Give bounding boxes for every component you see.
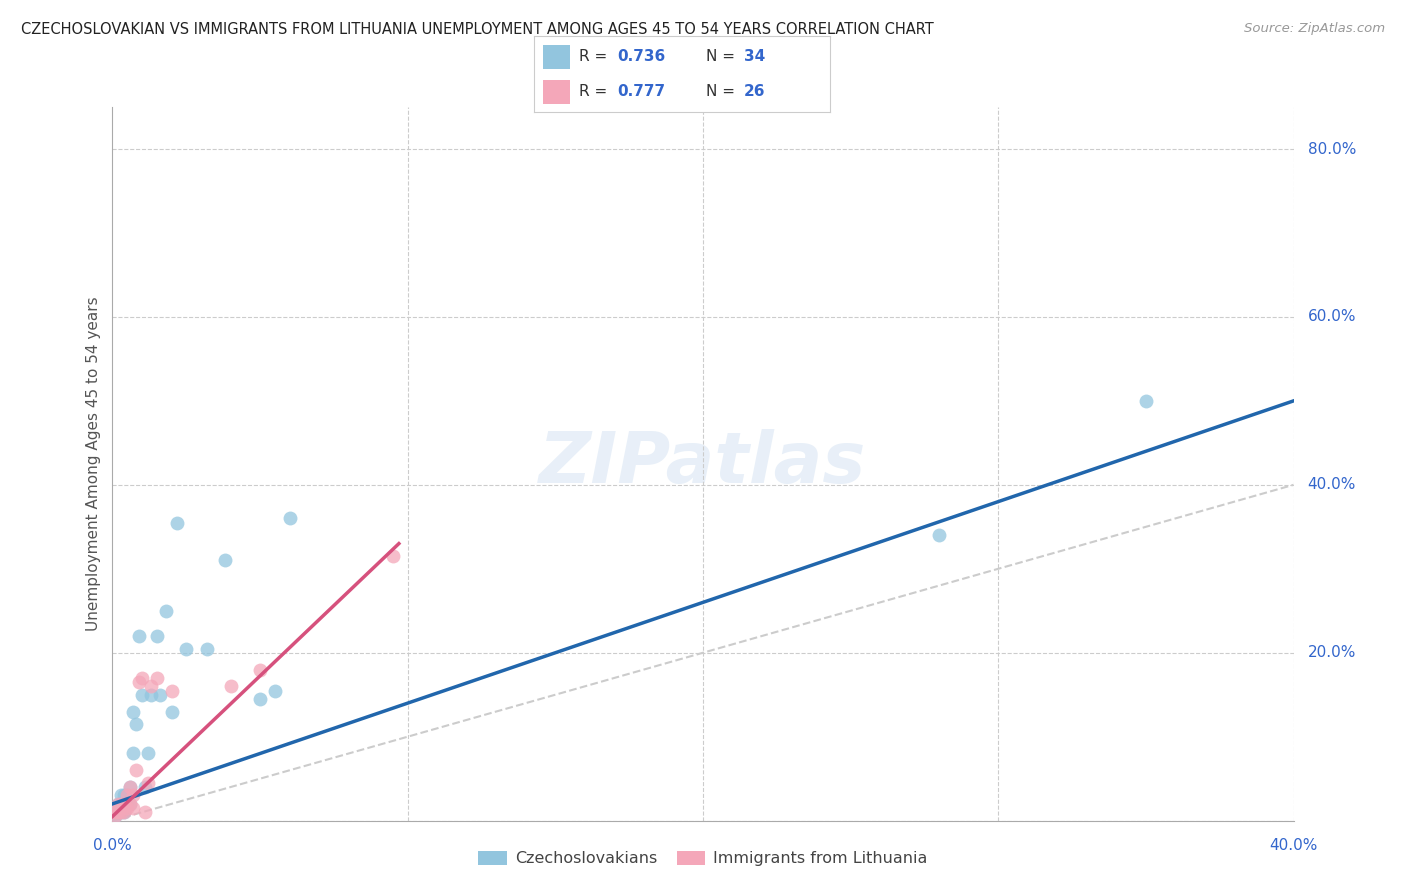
Point xyxy=(117,801,138,815)
Point xyxy=(1135,393,1157,408)
Text: N =: N = xyxy=(706,84,740,99)
Bar xyxy=(543,79,569,104)
Point xyxy=(149,688,172,702)
Point xyxy=(120,797,142,811)
Point xyxy=(125,717,148,731)
Point xyxy=(104,805,127,820)
Point xyxy=(122,705,145,719)
Point xyxy=(112,805,135,820)
Point xyxy=(146,671,169,685)
Point xyxy=(120,780,142,794)
Point xyxy=(139,688,162,702)
Point xyxy=(104,805,127,820)
Point xyxy=(107,805,129,820)
Point xyxy=(928,528,950,542)
Point xyxy=(110,805,132,820)
Point xyxy=(112,789,135,803)
Point xyxy=(382,549,405,564)
Point xyxy=(107,805,129,820)
Text: R =: R = xyxy=(579,84,612,99)
Point xyxy=(249,663,271,677)
Point xyxy=(120,780,142,794)
Point xyxy=(110,789,132,803)
Text: Source: ZipAtlas.com: Source: ZipAtlas.com xyxy=(1244,22,1385,36)
Text: 20.0%: 20.0% xyxy=(1308,645,1355,660)
Text: R =: R = xyxy=(579,49,612,64)
Point xyxy=(214,553,236,567)
Text: 34: 34 xyxy=(744,49,765,64)
Point xyxy=(122,747,145,761)
Point xyxy=(107,801,129,815)
Point xyxy=(107,797,129,811)
Point xyxy=(134,805,156,820)
Point xyxy=(249,692,271,706)
Text: 60.0%: 60.0% xyxy=(1308,310,1357,325)
Text: 0.736: 0.736 xyxy=(617,49,665,64)
Point xyxy=(134,780,156,794)
Point xyxy=(219,679,242,693)
Point xyxy=(146,629,169,643)
Point xyxy=(110,805,132,820)
Point xyxy=(104,809,127,823)
Point xyxy=(128,675,150,690)
Point xyxy=(120,797,142,811)
Point xyxy=(160,705,183,719)
Point xyxy=(136,776,159,790)
Point xyxy=(125,764,148,778)
Point xyxy=(278,511,301,525)
Point xyxy=(174,641,197,656)
Text: 80.0%: 80.0% xyxy=(1308,142,1355,156)
Point xyxy=(112,797,135,811)
Point xyxy=(155,604,177,618)
Point xyxy=(160,683,183,698)
Point xyxy=(136,747,159,761)
Text: 0.0%: 0.0% xyxy=(93,838,132,854)
Point xyxy=(128,629,150,643)
Text: N =: N = xyxy=(706,49,740,64)
Text: ZIPatlas: ZIPatlas xyxy=(540,429,866,499)
Point xyxy=(131,671,153,685)
Legend: Czechoslovakians, Immigrants from Lithuania: Czechoslovakians, Immigrants from Lithua… xyxy=(478,851,928,866)
Point xyxy=(139,679,162,693)
Point xyxy=(122,789,145,803)
Point xyxy=(117,789,138,803)
Point xyxy=(131,688,153,702)
Bar xyxy=(543,45,569,69)
Text: 0.777: 0.777 xyxy=(617,84,665,99)
Point xyxy=(166,516,188,530)
Point xyxy=(112,805,135,820)
Point xyxy=(117,789,138,803)
Text: 40.0%: 40.0% xyxy=(1308,477,1355,492)
Point xyxy=(104,809,127,823)
Text: 40.0%: 40.0% xyxy=(1270,838,1317,854)
Point xyxy=(110,797,132,811)
Point xyxy=(122,801,145,815)
Point xyxy=(110,797,132,811)
Y-axis label: Unemployment Among Ages 45 to 54 years: Unemployment Among Ages 45 to 54 years xyxy=(86,296,101,632)
Text: 26: 26 xyxy=(744,84,765,99)
Point xyxy=(107,797,129,811)
Text: CZECHOSLOVAKIAN VS IMMIGRANTS FROM LITHUANIA UNEMPLOYMENT AMONG AGES 45 TO 54 YE: CZECHOSLOVAKIAN VS IMMIGRANTS FROM LITHU… xyxy=(21,22,934,37)
Point xyxy=(195,641,218,656)
Point xyxy=(117,797,138,811)
Point xyxy=(264,683,287,698)
